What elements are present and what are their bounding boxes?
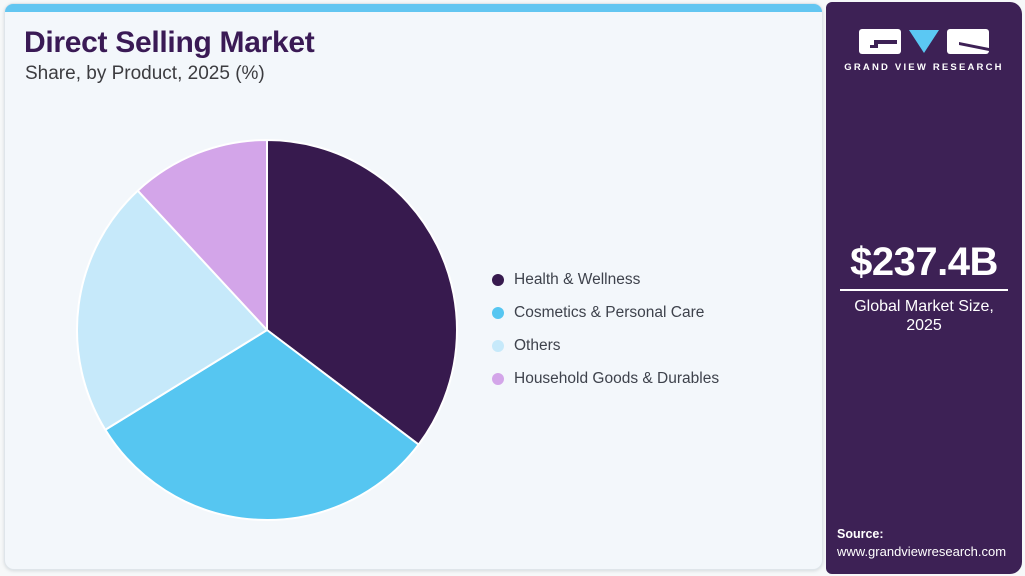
legend-swatch-icon [492,373,504,385]
pie-chart [73,136,461,524]
source-label: Source: [837,527,884,541]
legend-item-health-wellness: Health & Wellness [492,271,719,288]
source-url-link[interactable]: www.grandviewresearch.com [837,544,1007,559]
chart-card: Direct Selling Market Share, by Product,… [4,3,823,570]
pie-slice-cosmetics-personal-care [104,329,420,521]
legend-item-cosmetics-personal-care: Cosmetics & Personal Care [492,304,719,321]
legend-label: Household Goods & Durables [514,370,720,387]
legend-label: Cosmetics & Personal Care [514,304,705,321]
sidebar: GRAND VIEW RESEARCH $237.4B Global Marke… [826,2,1022,574]
pie-slice-others [76,189,268,431]
market-size-label: Global Market Size, 2025 [826,297,1022,335]
g-block-icon [859,29,901,54]
pie-chart-svg [76,139,458,521]
legend-swatch-icon [492,307,504,319]
legend-swatch-icon [492,340,504,352]
legend-label: Others [514,337,561,354]
chart-title: Direct Selling Market [24,26,315,59]
market-size-value: $237.4B [850,240,998,284]
pie-slice-health-wellness [266,139,458,446]
legend-swatch-icon [492,274,504,286]
r-block-icon [947,29,989,54]
gvr-logo [826,29,1022,54]
legend-item-household-goods-durables: Household Goods & Durables [492,370,720,387]
top-accent-bar [5,4,822,12]
legend-label: Health & Wellness [514,271,641,288]
source-block: Source: www.grandviewresearch.com [837,527,1006,561]
chart-subtitle: Share, by Product, 2025 (%) [25,63,265,84]
brand-name: GRAND VIEW RESEARCH [844,62,1004,73]
v-triangle-icon [909,30,939,53]
pie-slice-household-goods-durables [136,139,268,331]
legend: Health & Wellness Cosmetics & Personal Ca… [492,271,720,404]
market-size-label-line1: Global Market Size, [854,298,994,315]
divider [840,289,1008,291]
market-size-label-line2: 2025 [906,317,942,334]
legend-item-others: Others [492,337,719,354]
